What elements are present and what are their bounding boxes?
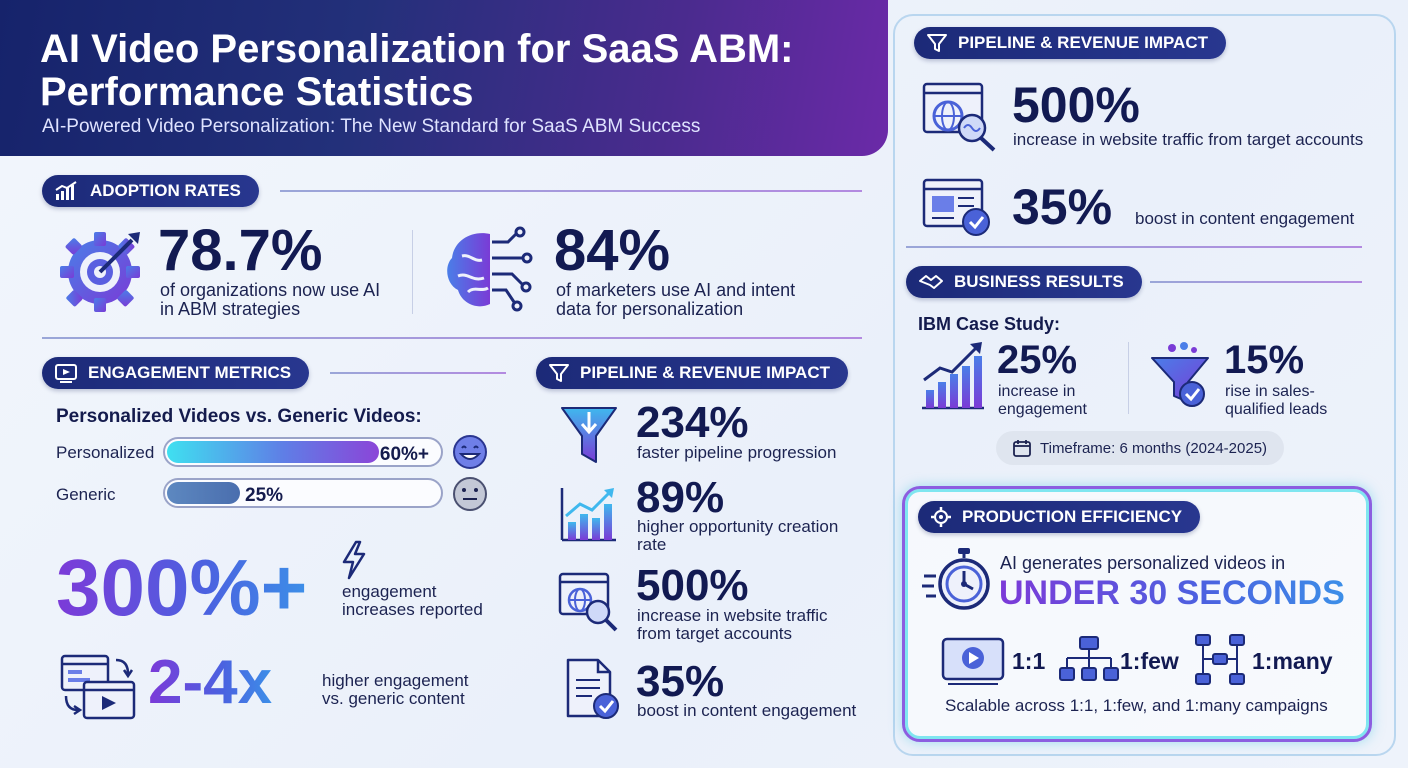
personalized-bar: 60%+ bbox=[163, 437, 443, 467]
production-footer: Scalable across 1:1, 1:few, and 1:many c… bbox=[945, 696, 1328, 715]
one-to-few-network-icon bbox=[1059, 636, 1119, 681]
divider bbox=[1150, 281, 1362, 283]
pipeline-mid-4-line1: boost in content engagement bbox=[637, 701, 857, 720]
web-globe-search-icon bbox=[558, 572, 618, 632]
page-subtitle: AI-Powered Video Personalization: The Ne… bbox=[42, 116, 701, 137]
divider bbox=[412, 230, 413, 314]
divider bbox=[330, 372, 506, 374]
bar-label-generic: Generic bbox=[56, 485, 116, 504]
business-stat2-value: 15% bbox=[1224, 338, 1305, 382]
web-globe-search-icon bbox=[922, 82, 996, 152]
one-to-many-network-icon bbox=[1195, 634, 1245, 685]
production-efficiency-label: PRODUCTION EFFICIENCY bbox=[962, 507, 1183, 526]
bar-growth-icon bbox=[560, 488, 616, 542]
ai-brain-icon bbox=[447, 226, 533, 312]
happy-face-icon bbox=[453, 435, 487, 469]
pipeline-mid-1-value: 234% bbox=[636, 398, 749, 447]
adoption-stat2-line1: of marketers use AI and intent bbox=[556, 280, 796, 300]
business-stat2-line2: qualified leads bbox=[1225, 401, 1328, 418]
video-player-icon bbox=[941, 637, 1005, 685]
divider bbox=[42, 337, 862, 339]
adoption-stat1-value: 78.7% bbox=[158, 218, 323, 283]
pipeline-mid-1-line1: faster pipeline progression bbox=[637, 443, 837, 462]
trend-chart-icon bbox=[55, 181, 77, 200]
business-stat1-line1: increase in bbox=[998, 383, 1076, 400]
pipeline-mid-label: PIPELINE & REVENUE IMPACT bbox=[580, 363, 830, 382]
multiplier-line1: higher engagement bbox=[322, 671, 469, 690]
pipeline-mid-3-value: 500% bbox=[636, 561, 749, 610]
neutral-face-icon bbox=[453, 477, 487, 511]
pipeline-mid-3-line1: increase in website traffic bbox=[637, 606, 828, 625]
pipeline-right-1-text: increase in website traffic from target … bbox=[1013, 130, 1364, 149]
funnel-icon bbox=[927, 34, 947, 52]
engagement-big-stat: 300%+ bbox=[56, 543, 308, 632]
funnel-icon bbox=[549, 364, 569, 382]
adoption-stat1-line1: of organizations now use AI bbox=[160, 280, 381, 300]
video-swap-icon bbox=[60, 654, 136, 720]
adoption-rates-label: ADOPTION RATES bbox=[90, 181, 241, 200]
engagement-metrics-label: ENGAGEMENT METRICS bbox=[88, 363, 292, 382]
handshake-icon bbox=[919, 275, 943, 289]
pipeline-right-label: PIPELINE & REVENUE IMPACT bbox=[958, 33, 1208, 52]
page-title: AI Video Personalization for SaaS ABM: P… bbox=[40, 27, 794, 114]
timeframe-text: Timeframe: 6 months (2024-2025) bbox=[1040, 439, 1268, 457]
generic-bar-fill bbox=[167, 482, 241, 504]
timeframe-badge: Timeframe: 6 months (2024-2025) bbox=[996, 431, 1284, 465]
engagement-metrics-pill: ENGAGEMENT METRICS bbox=[42, 357, 310, 389]
pipeline-right-2-value: 35% bbox=[1012, 179, 1113, 235]
video-screen-icon bbox=[55, 364, 77, 383]
stopwatch-icon bbox=[922, 548, 990, 610]
mode-1tofew: 1:few bbox=[1120, 648, 1179, 674]
business-stat1-value: 25% bbox=[997, 338, 1078, 382]
gear-icon bbox=[931, 507, 951, 527]
pipeline-mid-4-value: 35% bbox=[636, 657, 725, 706]
comparison-title: Personalized Videos vs. Generic Videos: bbox=[56, 406, 422, 427]
multiplier-line2: vs. generic content bbox=[322, 689, 465, 708]
case-study-title: IBM Case Study: bbox=[918, 314, 1061, 334]
lightning-icon bbox=[342, 540, 366, 580]
pipeline-mid-2-value: 89% bbox=[636, 473, 725, 522]
mode-1to1: 1:1 bbox=[1012, 648, 1046, 674]
pipeline-mid-3-line2: from target accounts bbox=[637, 624, 792, 643]
webpage-check-icon bbox=[922, 178, 990, 236]
production-headline: UNDER 30 SECONDS bbox=[999, 574, 1345, 612]
divider bbox=[280, 190, 862, 192]
document-check-icon bbox=[566, 658, 619, 719]
generic-bar-value: 25% bbox=[245, 485, 284, 506]
pipeline-right-2-text: boost in content engagement bbox=[1135, 209, 1355, 228]
gear-target-icon bbox=[60, 232, 140, 312]
pipeline-right-1-value: 500% bbox=[1012, 77, 1140, 133]
funnel-check-icon bbox=[1151, 342, 1209, 407]
generic-bar: 25% bbox=[163, 478, 443, 508]
header-banner bbox=[0, 0, 888, 156]
production-efficiency-pill: PRODUCTION EFFICIENCY bbox=[918, 501, 1201, 533]
pipeline-mid-2-line1: higher opportunity creation bbox=[637, 517, 839, 536]
business-stat1-line2: engagement bbox=[998, 401, 1087, 418]
funnel-arrow-icon bbox=[561, 407, 617, 463]
business-stat2-line1: rise in sales- bbox=[1225, 383, 1315, 400]
business-results-pill: BUSINESS RESULTS bbox=[906, 266, 1142, 298]
calendar-icon bbox=[1013, 440, 1031, 457]
production-lead: AI generates personalized videos in bbox=[1000, 553, 1286, 573]
mode-1tomany: 1:many bbox=[1252, 648, 1333, 674]
right-panel-frame bbox=[893, 14, 1396, 756]
divider bbox=[1128, 342, 1129, 414]
engagement-big-line2: increases reported bbox=[342, 600, 483, 619]
pipeline-right-pill: PIPELINE & REVENUE IMPACT bbox=[914, 27, 1226, 59]
bar-label-personalized: Personalized bbox=[56, 443, 155, 462]
adoption-stat1-line2: in ABM strategies bbox=[160, 299, 301, 319]
adoption-stat2-line2: data for personalization bbox=[556, 299, 744, 319]
business-results-label: BUSINESS RESULTS bbox=[954, 272, 1124, 291]
personalized-bar-fill bbox=[167, 441, 380, 463]
pipeline-mid-2-line2: rate bbox=[637, 535, 667, 554]
adoption-rates-pill: ADOPTION RATES bbox=[42, 175, 259, 207]
engagement-multiplier: 2-4x bbox=[148, 648, 273, 717]
personalized-bar-value: 60%+ bbox=[379, 444, 429, 465]
divider bbox=[906, 246, 1362, 248]
pipeline-mid-pill: PIPELINE & REVENUE IMPACT bbox=[536, 357, 848, 389]
adoption-stat2-value: 84% bbox=[554, 218, 671, 283]
growth-chart-icon bbox=[922, 342, 984, 410]
engagement-big-line1: engagement bbox=[342, 582, 437, 601]
